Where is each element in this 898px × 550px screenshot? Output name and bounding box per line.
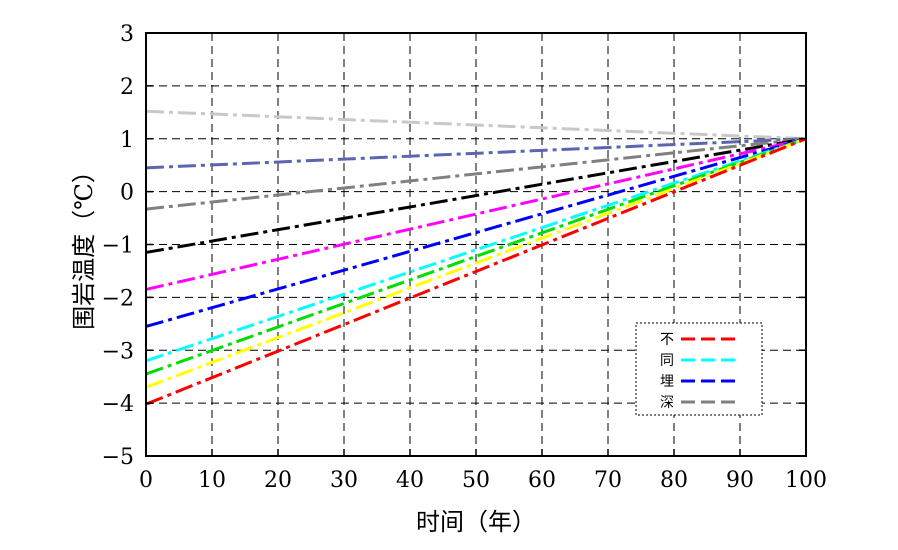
- x-tick-label: 100: [785, 468, 827, 493]
- series-line: [145, 137, 807, 376]
- x-tick-label: 90: [726, 468, 754, 493]
- series-line: [145, 137, 807, 328]
- y-axis: 3 2 1 0 −1 −2 −3 −4 −5: [102, 22, 806, 470]
- y-tick-label: 1: [120, 128, 134, 153]
- y-tick-label: −4: [102, 392, 134, 417]
- series-lines: [145, 109, 807, 406]
- series-line: [145, 137, 807, 406]
- y-tick-label: 0: [120, 181, 134, 206]
- series-line: [145, 109, 807, 141]
- y-tick-label: 2: [120, 75, 134, 100]
- x-tick-label: 50: [462, 468, 490, 493]
- x-tick-label: 60: [528, 468, 556, 493]
- legend-box: [635, 322, 763, 416]
- x-axis-label: 时间（年）: [416, 508, 536, 536]
- y-tick-label: −1: [102, 234, 134, 259]
- series-line: [145, 137, 807, 170]
- x-tick-label: 40: [396, 468, 424, 493]
- legend-label: 埋: [660, 374, 674, 390]
- legend-label: 不: [660, 332, 674, 348]
- x-tick-label: 20: [264, 468, 292, 493]
- x-tick-label: 30: [330, 468, 358, 493]
- series-line: [145, 137, 807, 363]
- x-axis: 0 10 20 30 40 50 60 70 80 90 100: [139, 449, 827, 493]
- x-tick-label: 0: [139, 468, 153, 493]
- series-line: [145, 137, 807, 291]
- legend-label: 同: [660, 353, 674, 369]
- y-tick-label: −2: [102, 286, 134, 311]
- y-tick-label: 3: [120, 22, 134, 47]
- x-tick-label: 10: [198, 468, 226, 493]
- series-line: [145, 137, 807, 211]
- series-line: [145, 137, 807, 254]
- y-axis-label: 围岩温度（℃）: [70, 159, 98, 330]
- legend-label: 深: [660, 395, 674, 411]
- series-line: [145, 137, 807, 389]
- x-tick-label: 80: [660, 468, 688, 493]
- y-tick-label: −5: [102, 445, 134, 470]
- x-tick-label: 70: [594, 468, 622, 493]
- y-tick-label: −3: [102, 339, 134, 364]
